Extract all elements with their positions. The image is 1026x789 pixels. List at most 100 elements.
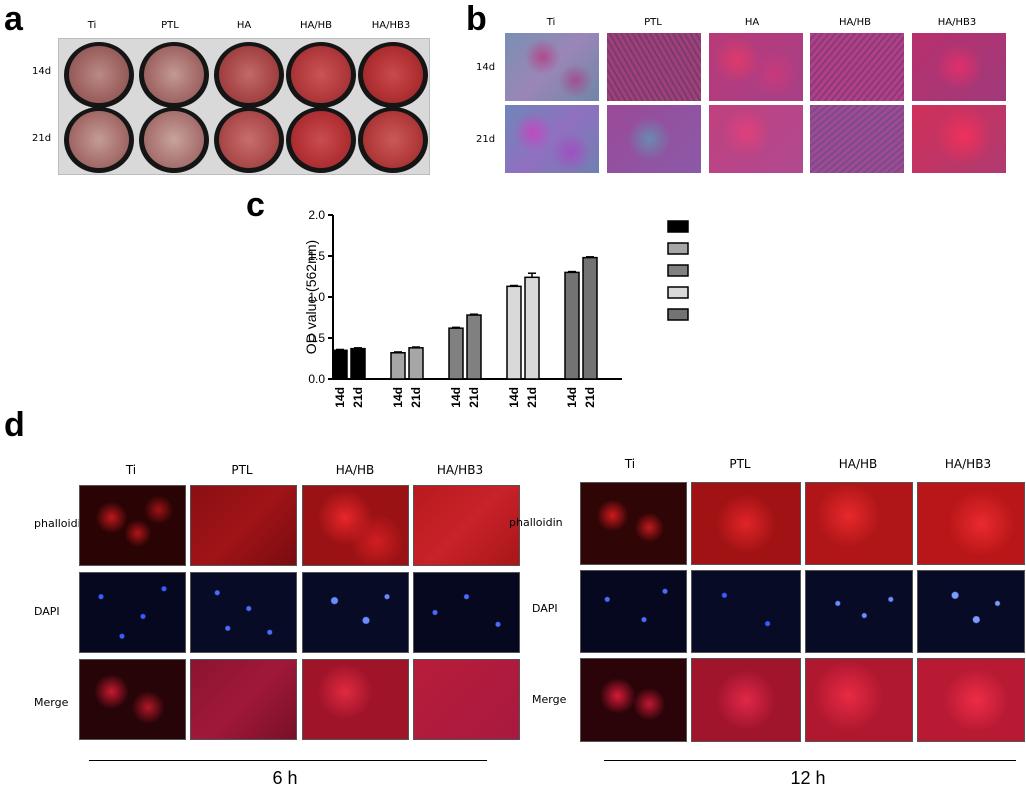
x-tick-label: 14d: [449, 387, 463, 408]
x-tick-label: 14d: [565, 387, 579, 408]
fluorescence-image: [413, 572, 520, 653]
micrograph: [912, 33, 1006, 101]
bar: [350, 347, 366, 380]
micro-col-label: PTL: [644, 17, 662, 28]
x-tick-label: 21d: [583, 387, 597, 408]
bar: [506, 285, 522, 380]
legend-swatch: [667, 308, 689, 321]
well: [358, 42, 428, 108]
y-tick-label: 0.5: [308, 331, 325, 345]
fluorescence-image: [691, 658, 801, 742]
micro-col-label: HA: [744, 17, 760, 28]
well: [139, 42, 209, 108]
micrograph: [810, 33, 904, 101]
fluorescence-image: [302, 485, 409, 566]
legend-swatch: [667, 286, 689, 299]
panel-letter-c: c: [246, 186, 265, 224]
well: [286, 42, 356, 108]
y-tick-label: 1.0: [308, 290, 325, 304]
well: [64, 107, 134, 173]
x-tick-label: 21d: [525, 387, 539, 408]
bar: [408, 347, 424, 380]
well-plate-photo: [58, 38, 430, 175]
y-tick-label: 2.0: [308, 208, 325, 222]
time-label-12h: 12 h: [790, 768, 826, 788]
fluorescence-image: [413, 485, 520, 566]
fl-col-label: HA/HB3: [944, 457, 992, 471]
y-axis-label: OD value (562nm): [303, 240, 319, 354]
fluorescence-image: [580, 658, 687, 742]
fl-row-label: phalloidin: [34, 517, 88, 530]
fl-row-label: Merge: [532, 693, 567, 706]
fluorescence-image: [302, 659, 409, 740]
micrograph: [912, 105, 1006, 173]
fluorescence-image: [190, 485, 297, 566]
fl-row-label: Merge: [34, 696, 69, 709]
fluorescence-image: [917, 482, 1025, 565]
plate-col-label: PTL: [161, 20, 179, 31]
fluorescence-image: [691, 482, 801, 565]
plate-row-label: 14d: [32, 66, 52, 77]
fluorescence-image: [79, 572, 186, 653]
x-tick-label: 21d: [351, 387, 365, 408]
x-tick-label: 21d: [467, 387, 481, 408]
bar: [466, 314, 482, 380]
fl-row-label: DAPI: [532, 602, 558, 615]
micrograph: [607, 33, 701, 101]
time-divider-12h: [604, 760, 1016, 761]
well: [286, 107, 356, 173]
micrograph: [505, 33, 599, 101]
y-tick-label: 0.0: [308, 372, 325, 386]
plate-col-label: Ti: [87, 20, 97, 31]
fl-col-label: PTL: [729, 457, 751, 471]
well: [358, 107, 428, 173]
micrograph: [709, 33, 803, 101]
fluorescence-image: [79, 659, 186, 740]
micro-row-label: 21d: [476, 134, 496, 145]
time-label-6h: 6 h: [272, 768, 298, 788]
well: [139, 107, 209, 173]
fluorescence-image: [691, 570, 801, 653]
x-tick-label: 21d: [409, 387, 423, 408]
fluorescence-image: [79, 485, 186, 566]
bar: [390, 352, 406, 380]
micro-col-label: HA/HB3: [937, 17, 977, 28]
y-tick-label: 1.5: [308, 249, 325, 263]
bar: [524, 276, 540, 380]
fluorescence-image: [805, 570, 913, 653]
legend-swatch: [667, 220, 689, 233]
plate-col-label: HA/HB3: [371, 20, 411, 31]
fluorescence-image: [190, 572, 297, 653]
micro-col-label: HA/HB: [838, 17, 872, 28]
fluorescence-image: [805, 658, 913, 742]
bar: [448, 327, 464, 380]
plate-row-label: 21d: [32, 133, 52, 144]
fl-col-label: Ti: [125, 463, 137, 477]
well: [214, 42, 284, 108]
micrograph: [505, 105, 599, 173]
od-bar-chart: OD value (562nm) 0.0 0.5 1.0 1.5 2.0 14d 21d 14…: [303, 208, 689, 408]
x-tick-label: 14d: [391, 387, 405, 408]
fl-col-label: HA/HB: [335, 463, 375, 477]
bar: [332, 349, 348, 380]
fluorescence-image: [580, 482, 687, 565]
well: [214, 107, 284, 173]
legend-swatch: [667, 264, 689, 277]
fluorescence-image: [917, 658, 1025, 742]
panel-letter-b: b: [466, 0, 487, 38]
fluorescence-image: [580, 570, 687, 653]
legend-swatch: [667, 242, 689, 255]
time-divider-6h: [89, 760, 487, 761]
fl-col-label: PTL: [231, 463, 253, 477]
bar: [582, 256, 598, 380]
fluorescence-image: [302, 572, 409, 653]
fluorescence-image: [917, 570, 1025, 653]
x-tick-label: 14d: [333, 387, 347, 408]
bar: [564, 271, 580, 380]
fl-row-label: DAPI: [34, 605, 60, 618]
fluorescence-image: [413, 659, 520, 740]
fluorescence-image: [190, 659, 297, 740]
fl-col-label: HA/HB3: [436, 463, 484, 477]
plate-col-label: HA: [236, 20, 252, 31]
plate-col-label: HA/HB: [299, 20, 333, 31]
